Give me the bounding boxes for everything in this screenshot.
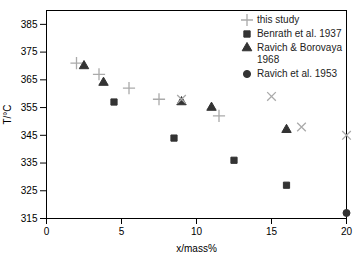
svg-text:375: 375	[21, 46, 38, 57]
html-text:Ravich et al. 1953: Ravich et al. 1953	[257, 68, 337, 79]
html-text:Benrath et al. 1937: Benrath et al. 1937	[257, 28, 342, 39]
svg-text:345: 345	[21, 130, 38, 141]
svg-text:5: 5	[119, 226, 125, 237]
svg-text:0: 0	[44, 226, 50, 237]
svg-text:10: 10	[191, 226, 203, 237]
svg-text:385: 385	[21, 19, 38, 30]
svg-text:20: 20	[341, 226, 353, 237]
svg-text:335: 335	[21, 157, 38, 168]
svg-text:315: 315	[21, 213, 38, 224]
svg-text:325: 325	[21, 185, 38, 196]
svg-text:355: 355	[21, 102, 38, 113]
svg-text:x/mass%: x/mass%	[176, 243, 217, 254]
html-text:this study: this study	[257, 14, 300, 25]
svg-text:365: 365	[21, 74, 38, 85]
svg-text:15: 15	[266, 226, 278, 237]
svg-text:T/°C: T/°C	[2, 104, 13, 124]
html-text:Ravich & Borovaya 1968: Ravich & Borovaya 1968	[257, 42, 342, 65]
